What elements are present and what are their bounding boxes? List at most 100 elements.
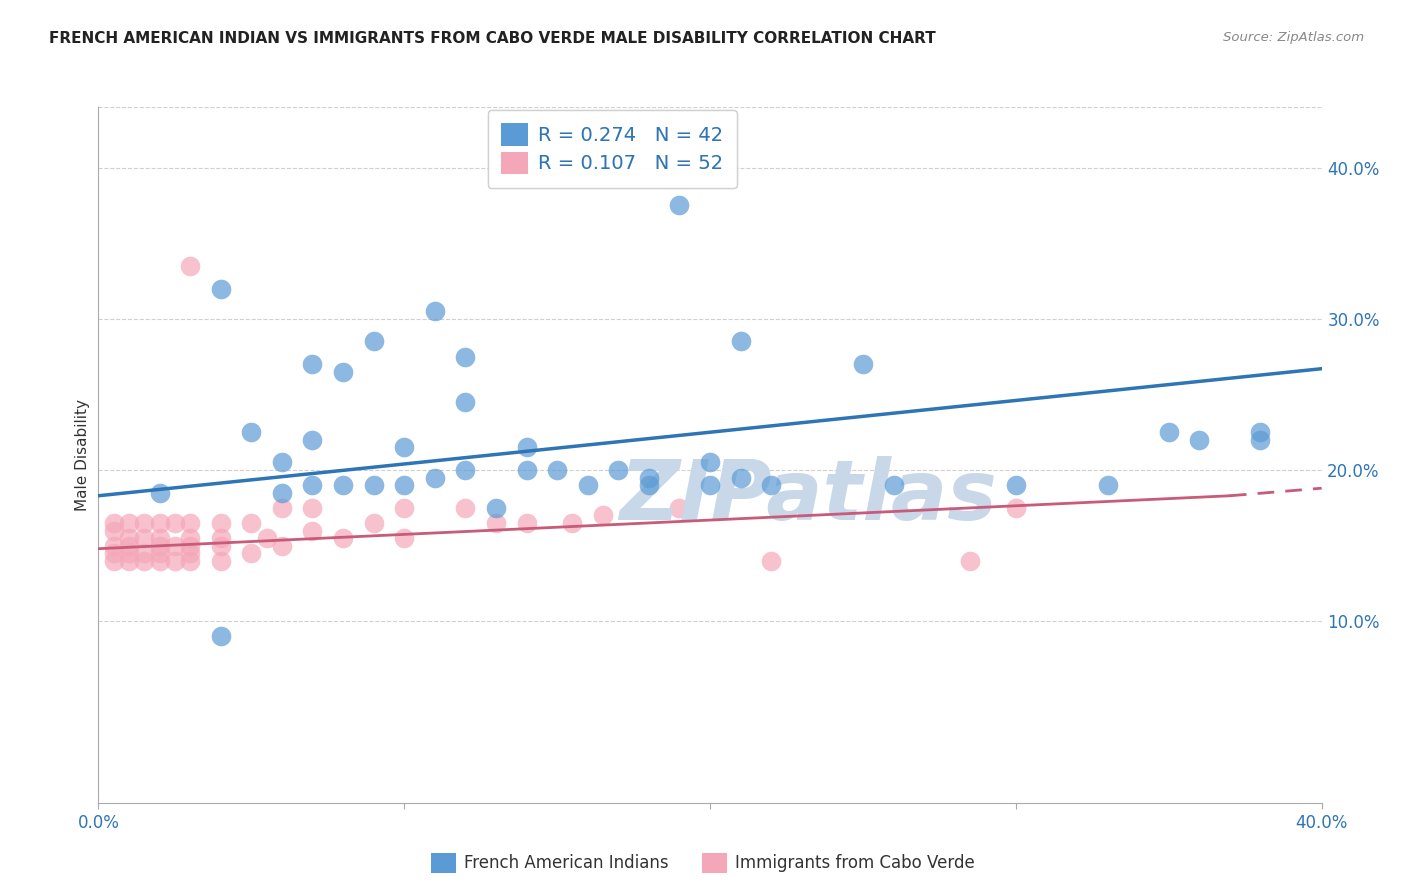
Point xyxy=(118,539,141,553)
Point xyxy=(209,531,232,545)
Point xyxy=(363,334,385,349)
Text: Source: ZipAtlas.com: Source: ZipAtlas.com xyxy=(1223,31,1364,45)
Legend: French American Indians, Immigrants from Cabo Verde: French American Indians, Immigrants from… xyxy=(425,847,981,880)
Point xyxy=(103,546,125,560)
Point xyxy=(392,500,416,515)
Point xyxy=(1097,478,1119,492)
Point xyxy=(516,441,538,455)
Point xyxy=(149,539,172,553)
Point xyxy=(363,478,385,492)
Point xyxy=(1249,433,1271,447)
Point xyxy=(118,546,141,560)
Point xyxy=(149,516,172,530)
Point xyxy=(301,478,323,492)
Point xyxy=(149,546,172,560)
Point xyxy=(179,554,201,568)
Point xyxy=(301,500,323,515)
Point xyxy=(637,470,661,484)
Point xyxy=(179,539,201,553)
Point xyxy=(637,478,661,492)
Point xyxy=(270,500,292,515)
Point xyxy=(103,554,125,568)
Point xyxy=(454,463,477,477)
Point xyxy=(149,485,172,500)
Point xyxy=(546,463,568,477)
Point xyxy=(209,516,232,530)
Point xyxy=(179,531,201,545)
Text: ZIPatlas: ZIPatlas xyxy=(619,456,997,537)
Point xyxy=(256,531,278,545)
Point xyxy=(240,516,263,530)
Point xyxy=(103,539,125,553)
Point xyxy=(134,546,156,560)
Point xyxy=(1157,425,1180,440)
Point xyxy=(301,357,323,371)
Point xyxy=(759,478,782,492)
Point xyxy=(179,259,201,273)
Point xyxy=(332,478,354,492)
Point xyxy=(149,554,172,568)
Point xyxy=(270,455,292,469)
Point xyxy=(363,516,385,530)
Point xyxy=(668,500,690,515)
Point xyxy=(118,516,141,530)
Point xyxy=(1188,433,1211,447)
Point xyxy=(423,470,446,484)
Point xyxy=(561,516,583,530)
Point xyxy=(592,508,614,523)
Point xyxy=(179,546,201,560)
Point xyxy=(607,463,630,477)
Point xyxy=(454,395,477,409)
Point xyxy=(134,554,156,568)
Point xyxy=(149,531,172,545)
Text: FRENCH AMERICAN INDIAN VS IMMIGRANTS FROM CABO VERDE MALE DISABILITY CORRELATION: FRENCH AMERICAN INDIAN VS IMMIGRANTS FRO… xyxy=(49,31,936,46)
Point xyxy=(516,463,538,477)
Point xyxy=(730,470,752,484)
Point xyxy=(240,546,263,560)
Point xyxy=(852,357,875,371)
Point xyxy=(699,478,721,492)
Point xyxy=(392,531,416,545)
Point xyxy=(1004,478,1026,492)
Point xyxy=(103,524,125,538)
Point xyxy=(209,629,232,643)
Point xyxy=(163,554,186,568)
Legend: R = 0.274   N = 42, R = 0.107   N = 52: R = 0.274 N = 42, R = 0.107 N = 52 xyxy=(488,110,737,188)
Point xyxy=(179,516,201,530)
Point xyxy=(423,304,446,318)
Point xyxy=(332,531,354,545)
Point xyxy=(730,334,752,349)
Point xyxy=(209,539,232,553)
Point xyxy=(301,433,323,447)
Point xyxy=(103,516,125,530)
Point xyxy=(576,478,599,492)
Point xyxy=(118,531,141,545)
Point xyxy=(134,531,156,545)
Point xyxy=(759,554,782,568)
Point xyxy=(883,478,905,492)
Point xyxy=(959,554,981,568)
Point xyxy=(392,478,416,492)
Point xyxy=(668,198,690,212)
Point xyxy=(301,524,323,538)
Point xyxy=(209,554,232,568)
Point xyxy=(163,516,186,530)
Point xyxy=(163,539,186,553)
Point xyxy=(332,365,354,379)
Point xyxy=(270,539,292,553)
Point xyxy=(392,441,416,455)
Point xyxy=(1004,500,1026,515)
Point xyxy=(118,554,141,568)
Point xyxy=(270,485,292,500)
Y-axis label: Male Disability: Male Disability xyxy=(75,399,90,511)
Point xyxy=(485,500,508,515)
Point xyxy=(134,516,156,530)
Point xyxy=(240,425,263,440)
Point xyxy=(454,350,477,364)
Point xyxy=(1249,425,1271,440)
Point xyxy=(454,500,477,515)
Point xyxy=(209,281,232,295)
Point xyxy=(699,455,721,469)
Point xyxy=(516,516,538,530)
Point xyxy=(485,516,508,530)
